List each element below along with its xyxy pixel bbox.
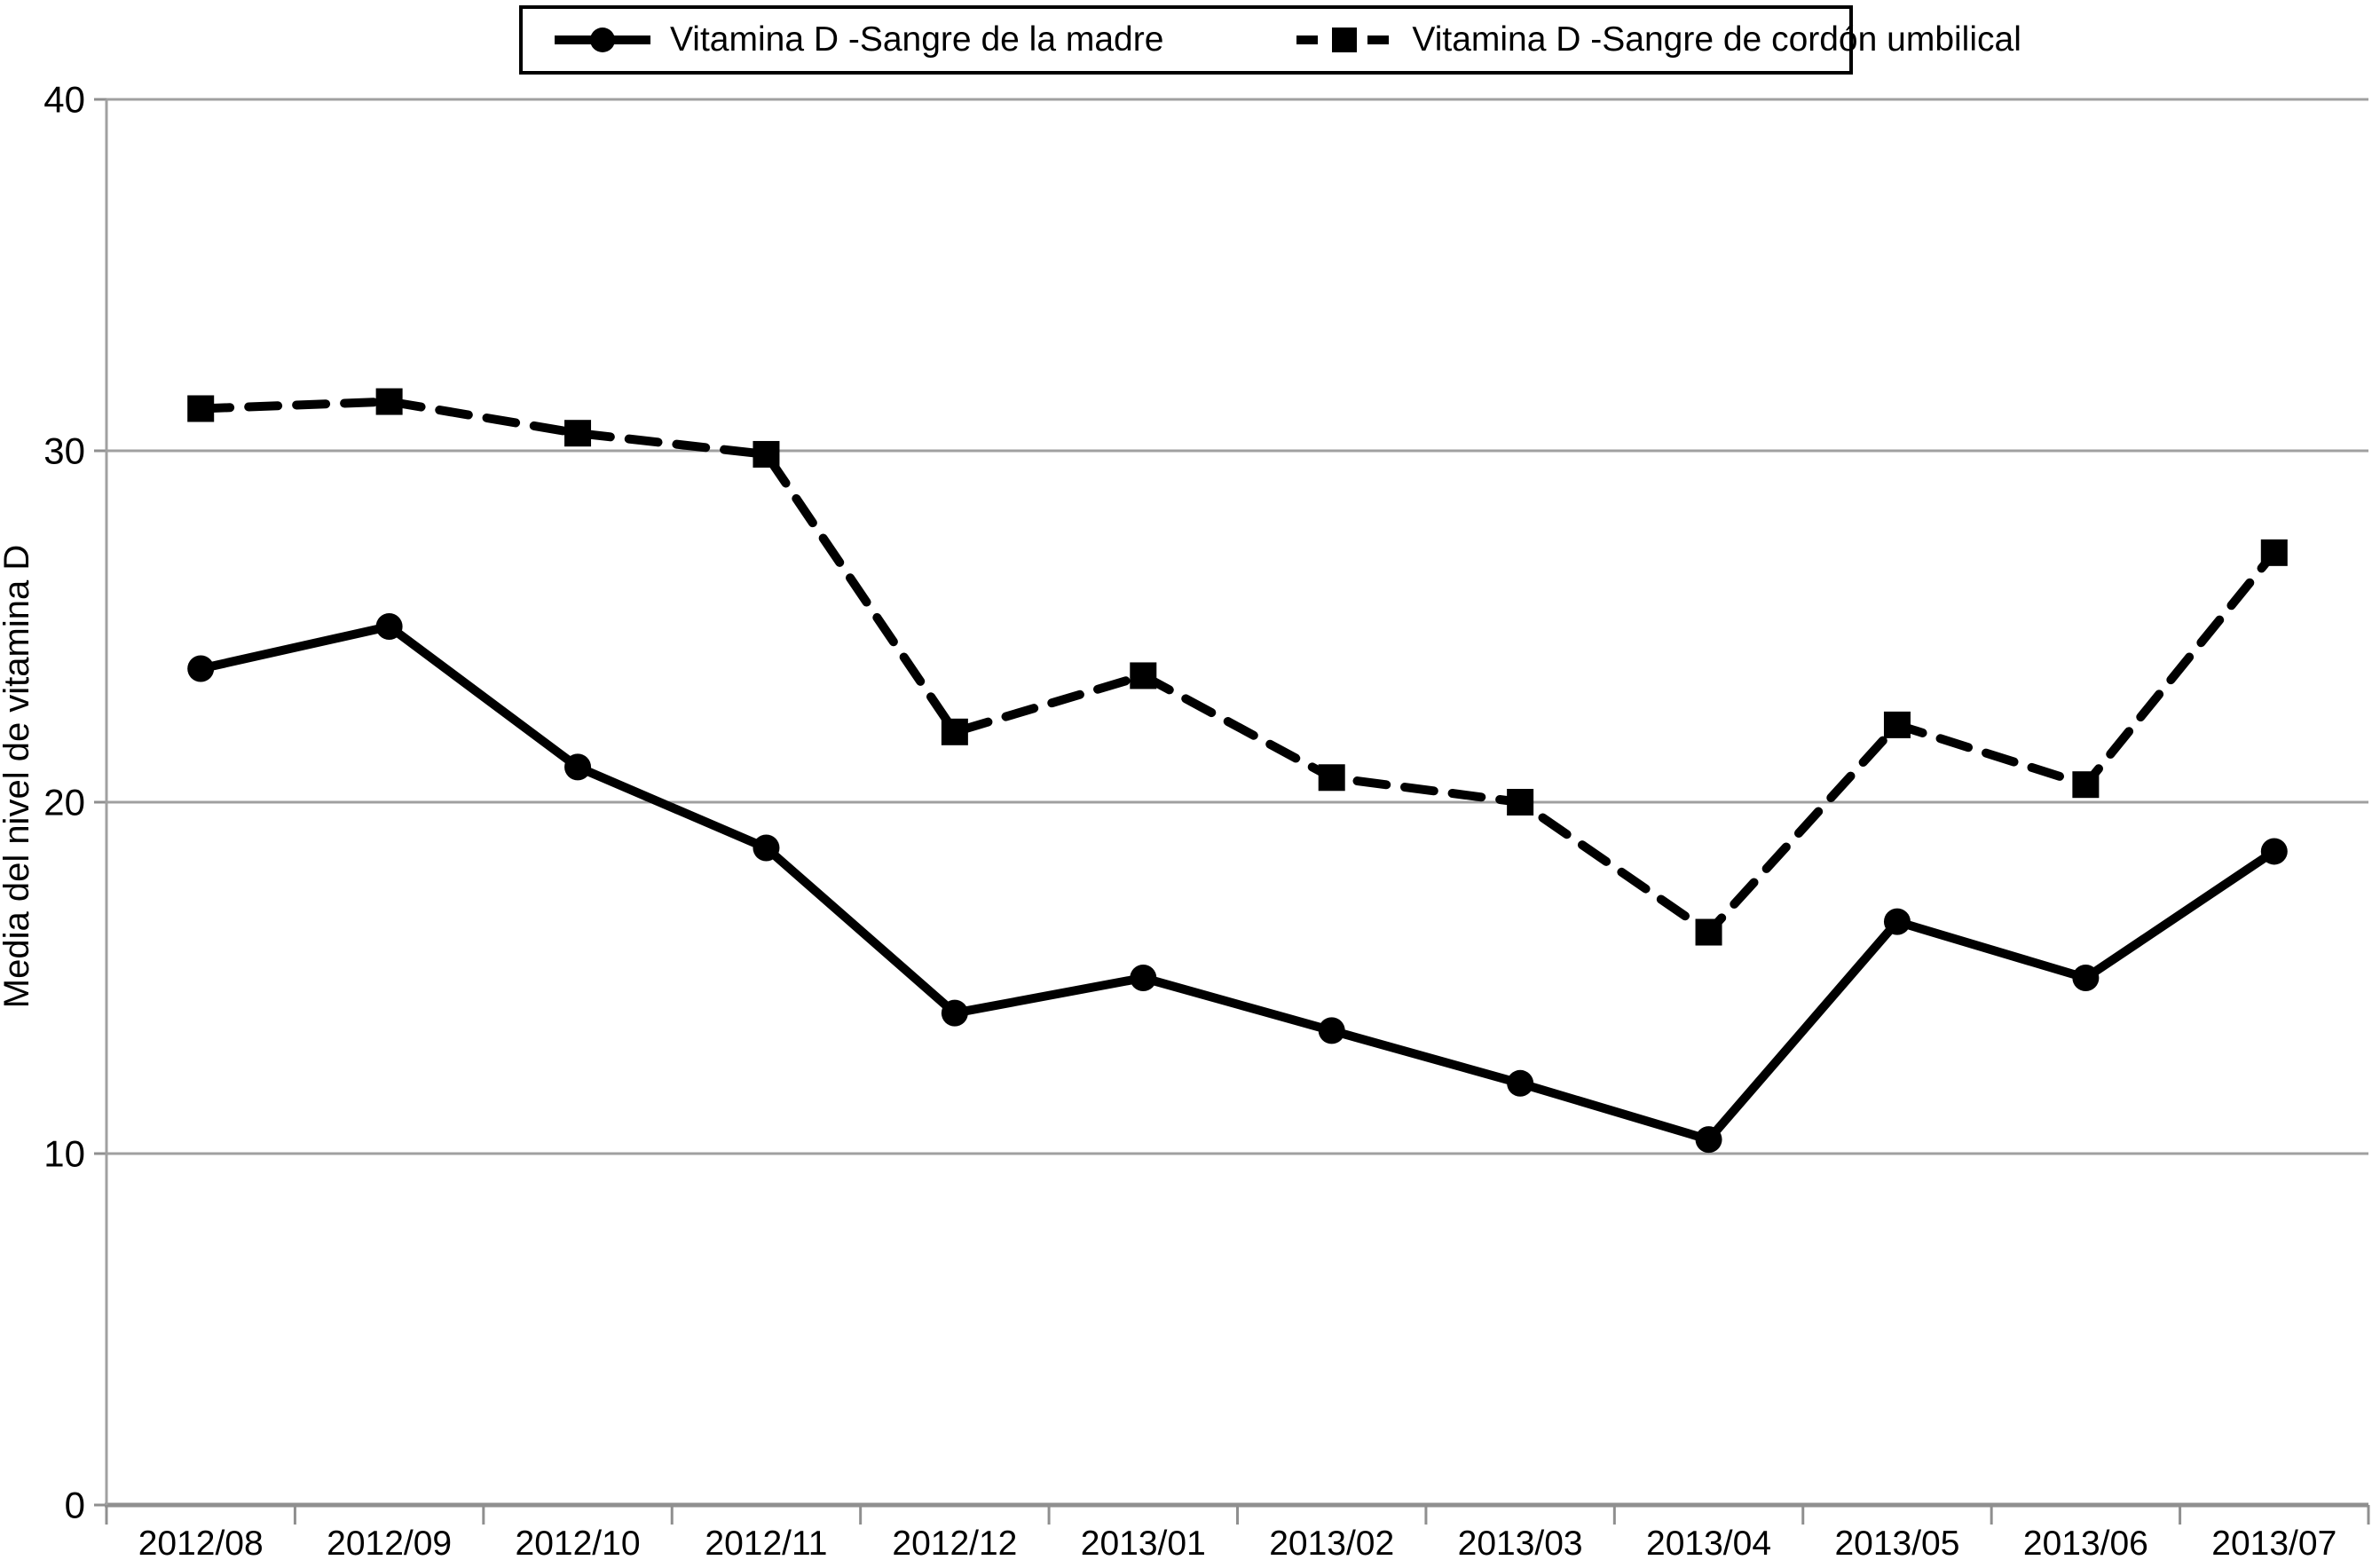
series-line-cordon (196, 397, 2279, 937)
axis-layer (94, 98, 2370, 1525)
marker-circle (2072, 965, 2100, 991)
solid-line-circle-marker-icon (555, 28, 650, 52)
legend-label-cordon: Vitamina D -Sangre de cordón umbilical (1412, 20, 2021, 59)
y-tick-label: 0 (65, 1485, 85, 1526)
x-tick-label: 2013/03 (1458, 1525, 1583, 1563)
marker-circle (1883, 908, 1911, 935)
x-tick-label: 2012/08 (138, 1525, 264, 1563)
marker-circle (564, 753, 592, 781)
x-tick-label: 2013/04 (1646, 1525, 1771, 1563)
legend-label-madre: Vitamina D -Sangre de la madre (670, 20, 1164, 59)
marker-circle (187, 655, 215, 682)
y-tick-label: 20 (43, 782, 85, 823)
marker-square (1695, 918, 1722, 946)
grid-layer (106, 98, 2368, 1155)
marker-square (187, 395, 215, 422)
marker-circle (375, 613, 403, 640)
marker-square (375, 388, 403, 415)
marker-circle (1130, 965, 1157, 991)
marker-square (1318, 764, 1345, 792)
series-line-madre (196, 622, 2279, 1145)
y-tick-label: 30 (43, 430, 85, 472)
marker-square (2260, 539, 2288, 566)
marker-circle (1695, 1126, 1722, 1154)
marker-circle (941, 999, 968, 1027)
marker-circle (753, 834, 780, 862)
x-tick-label: 2013/06 (2023, 1525, 2148, 1563)
legend-item-cordon: Vitamina D -Sangre de cordón umbilical (1295, 20, 2021, 59)
marker-square (1507, 789, 1534, 816)
x-tick-label: 2013/01 (1081, 1525, 1206, 1563)
marker-circle (1318, 1017, 1345, 1044)
marker-square (1883, 711, 1911, 738)
series-layer (187, 388, 2288, 1154)
marker-circle (1507, 1069, 1534, 1097)
x-tick-label: 2012/10 (516, 1525, 641, 1563)
marker-square (941, 718, 968, 745)
y-tick-label: 10 (43, 1133, 85, 1175)
marker-square (753, 440, 780, 468)
tick-label-layer: 0 10 20 30 40 2012/08 2012/09 2012/10 2012/11 201… (43, 79, 2337, 1564)
y-axis-title: Media del nivel de vitamina D (0, 545, 36, 1008)
x-tick-label: 2013/02 (1269, 1525, 1394, 1563)
marker-square (2072, 771, 2100, 799)
x-tick-label: 2013/07 (2211, 1525, 2337, 1563)
marker-square (1130, 662, 1157, 689)
x-tick-label: 2012/09 (327, 1525, 452, 1563)
legend-item-madre: Vitamina D -Sangre de la madre (553, 20, 1163, 59)
x-tick-label: 2012/12 (892, 1525, 1017, 1563)
y-tick-label: 40 (43, 79, 85, 121)
x-tick-label: 2013/05 (1834, 1525, 1959, 1563)
marker-circle (2260, 838, 2288, 865)
marker-square (564, 420, 592, 447)
x-tick-label: 2012/11 (705, 1525, 827, 1563)
legend: Vitamina D -Sangre de la madre Vitamina … (519, 5, 2021, 75)
dashed-line-square-marker-icon (1296, 28, 1393, 52)
